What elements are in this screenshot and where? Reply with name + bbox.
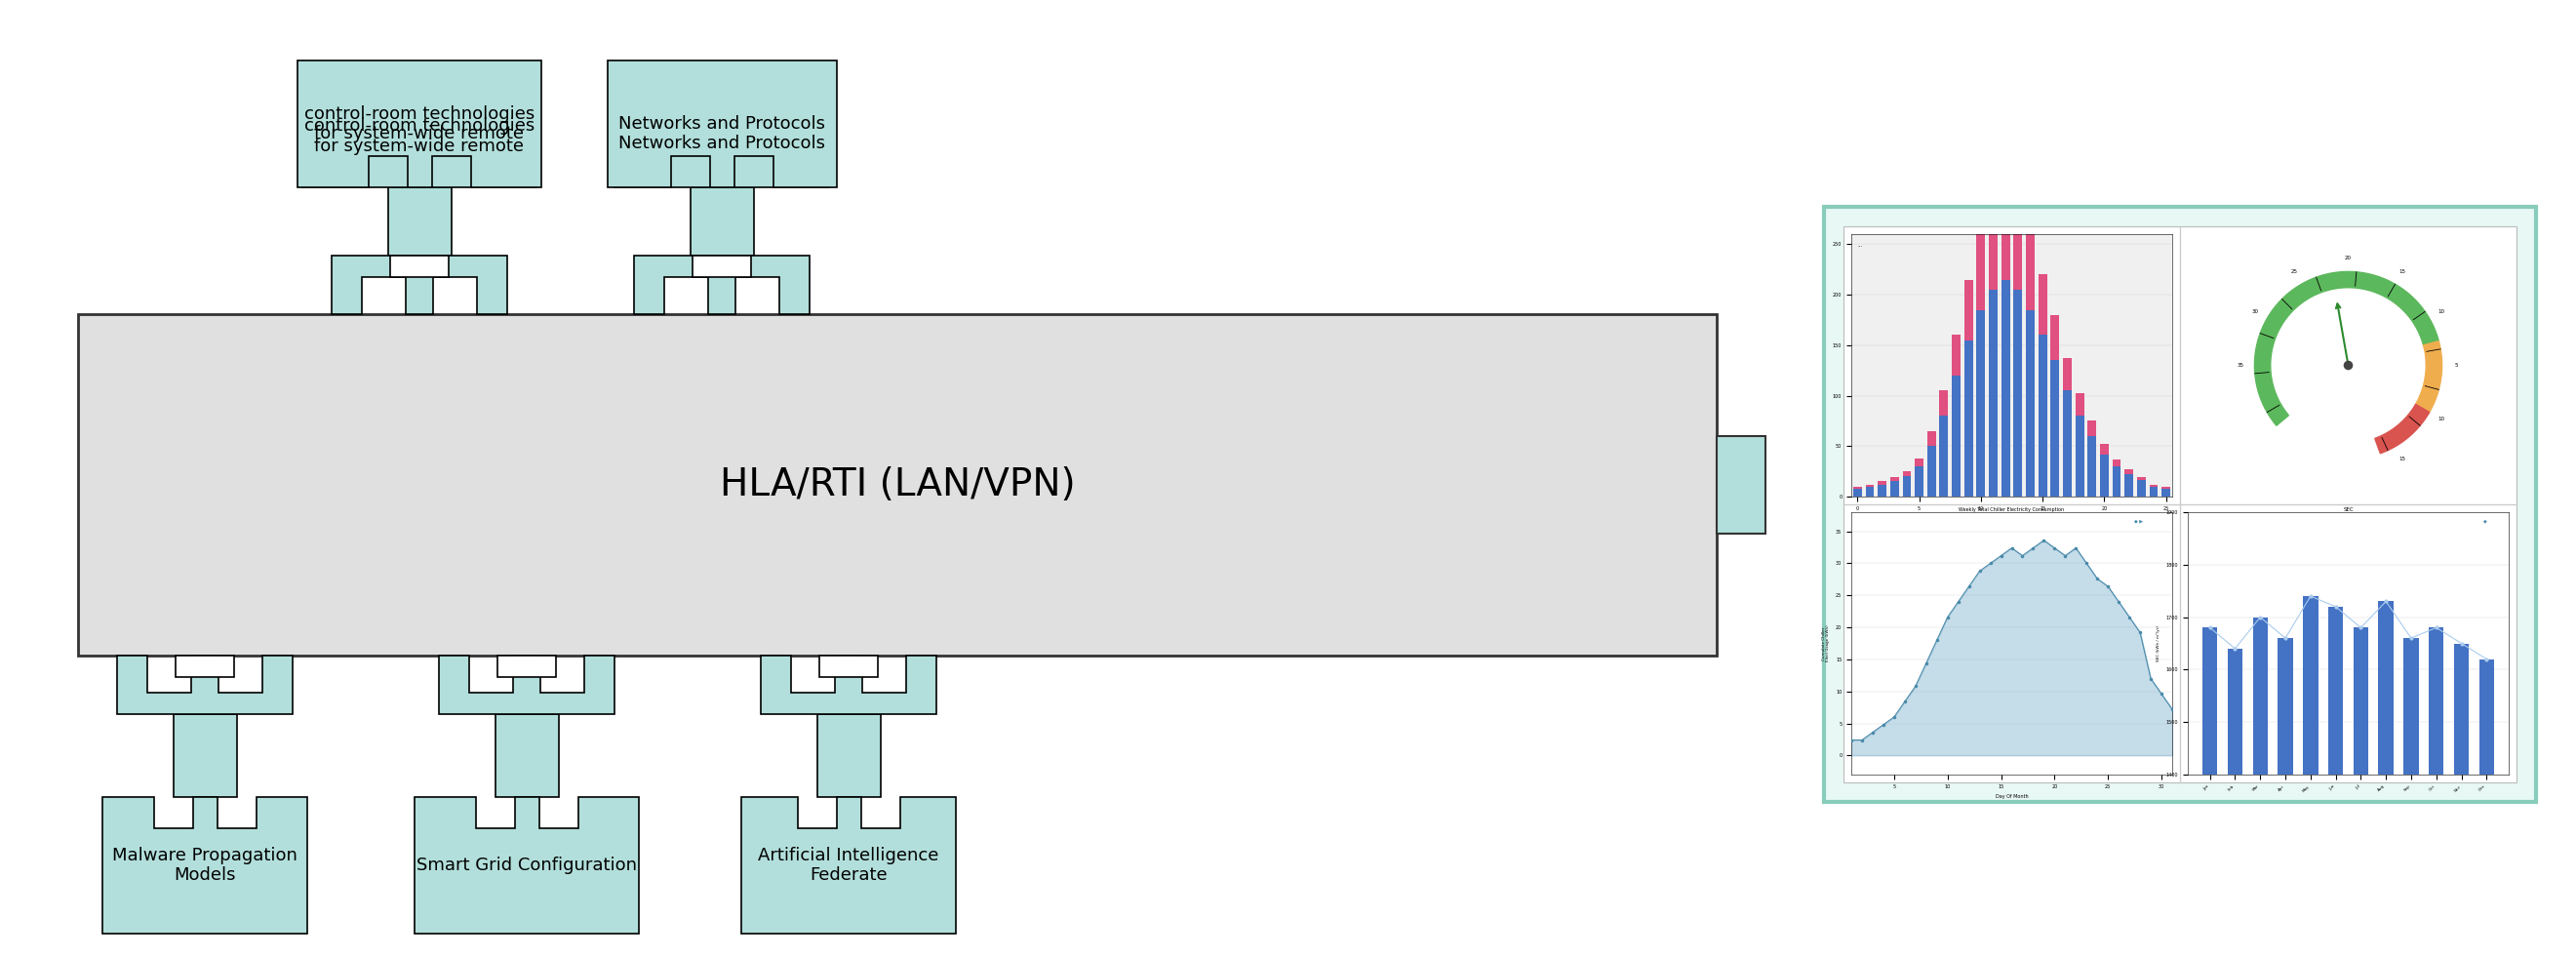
Polygon shape xyxy=(415,797,639,934)
Bar xyxy=(693,256,752,277)
Text: HLA/RTI (LAN/VPN): HLA/RTI (LAN/VPN) xyxy=(719,467,1074,503)
Text: Artificial Intelligence
Federate: Artificial Intelligence Federate xyxy=(757,847,940,884)
Polygon shape xyxy=(296,60,541,188)
Bar xyxy=(1716,436,1765,534)
Bar xyxy=(1824,207,2535,802)
Polygon shape xyxy=(332,256,507,314)
Polygon shape xyxy=(634,256,809,314)
Bar xyxy=(497,655,556,677)
Bar xyxy=(690,188,755,256)
Polygon shape xyxy=(742,797,956,934)
Text: control-room technologies
for system-wide remote: control-room technologies for system-wid… xyxy=(304,117,536,155)
Bar xyxy=(819,655,878,677)
Bar xyxy=(301,85,536,188)
Bar xyxy=(1844,226,2517,783)
Text: Networks and Protocols: Networks and Protocols xyxy=(618,135,824,152)
Polygon shape xyxy=(103,797,307,934)
Bar xyxy=(616,100,829,188)
Bar xyxy=(175,655,234,677)
Text: Malware Propagation
Models: Malware Propagation Models xyxy=(113,847,296,884)
Text: control-room technologies
for system-wide remote: control-room technologies for system-wid… xyxy=(304,105,536,143)
Bar xyxy=(817,714,881,797)
Bar xyxy=(389,256,448,277)
Text: Smart Grid Configuration: Smart Grid Configuration xyxy=(417,856,636,874)
Bar xyxy=(173,714,237,797)
Polygon shape xyxy=(116,655,294,714)
Polygon shape xyxy=(760,655,935,714)
Text: Networks and Protocols: Networks and Protocols xyxy=(618,115,824,132)
Bar xyxy=(77,314,1716,655)
Bar xyxy=(495,714,559,797)
Polygon shape xyxy=(438,655,616,714)
Polygon shape xyxy=(608,60,837,188)
Bar xyxy=(389,188,451,256)
